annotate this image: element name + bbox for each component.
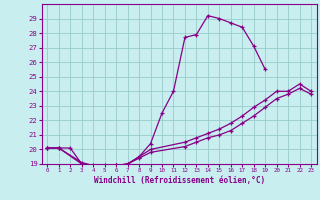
X-axis label: Windchill (Refroidissement éolien,°C): Windchill (Refroidissement éolien,°C) — [94, 176, 265, 185]
